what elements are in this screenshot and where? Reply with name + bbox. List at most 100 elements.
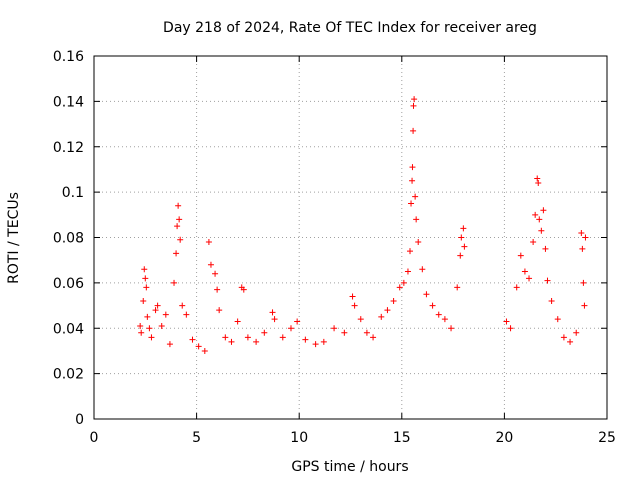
data-point xyxy=(195,343,202,350)
data-point xyxy=(396,284,403,291)
data-point xyxy=(152,307,159,314)
x-tick-label: 20 xyxy=(495,430,513,446)
data-point xyxy=(390,298,397,305)
data-point xyxy=(146,325,153,332)
y-tick-label: 0 xyxy=(75,412,84,428)
data-point xyxy=(154,302,161,309)
data-point xyxy=(582,234,589,241)
data-point xyxy=(412,193,419,200)
data-point xyxy=(234,318,241,325)
data-point xyxy=(578,229,585,236)
data-point xyxy=(166,341,173,348)
data-point xyxy=(137,322,144,329)
data-point xyxy=(534,175,541,182)
data-point xyxy=(294,318,301,325)
data-point xyxy=(287,325,294,332)
data-point xyxy=(384,307,391,314)
y-tick-label: 0.06 xyxy=(53,276,84,292)
data-point xyxy=(454,284,461,291)
data-point xyxy=(536,216,543,223)
data-point xyxy=(411,96,418,103)
data-point xyxy=(201,347,208,354)
data-point xyxy=(140,298,147,305)
data-point xyxy=(378,313,385,320)
data-point xyxy=(302,336,309,343)
data-point xyxy=(517,252,524,259)
data-point xyxy=(269,309,276,316)
data-point xyxy=(162,311,169,318)
data-point xyxy=(507,325,514,332)
data-point xyxy=(240,286,247,293)
data-point xyxy=(423,291,430,298)
data-point xyxy=(244,334,251,341)
data-point xyxy=(312,341,319,348)
data-point xyxy=(142,275,149,282)
data-point xyxy=(174,223,181,230)
data-point xyxy=(560,334,567,341)
data-point xyxy=(544,277,551,284)
y-tick-label: 0.1 xyxy=(62,185,84,201)
data-point xyxy=(532,211,539,218)
data-point xyxy=(410,102,417,109)
data-point xyxy=(413,216,420,223)
y-tick-label: 0.04 xyxy=(53,321,84,337)
data-point xyxy=(144,313,151,320)
data-point xyxy=(175,202,182,209)
data-point xyxy=(461,243,468,250)
data-point xyxy=(458,234,465,241)
data-point xyxy=(341,329,348,336)
data-point xyxy=(457,252,464,259)
data-point xyxy=(183,311,190,318)
data-point xyxy=(138,329,145,336)
data-point xyxy=(279,334,286,341)
y-tick-label: 0.02 xyxy=(53,367,84,383)
data-point xyxy=(173,250,180,257)
data-point xyxy=(441,316,448,323)
data-point xyxy=(542,245,549,252)
data-point xyxy=(253,338,260,345)
data-point xyxy=(205,239,212,246)
data-point xyxy=(141,266,148,273)
data-point xyxy=(419,266,426,273)
data-point xyxy=(513,284,520,291)
data-point xyxy=(540,207,547,214)
data-point xyxy=(530,239,537,246)
x-tick-label: 0 xyxy=(90,430,99,446)
data-point xyxy=(415,239,422,246)
data-point xyxy=(407,248,414,255)
data-point xyxy=(535,180,542,187)
data-point xyxy=(214,286,221,293)
data-point xyxy=(503,318,510,325)
data-point xyxy=(216,307,223,314)
data-point xyxy=(538,227,545,234)
data-point xyxy=(207,261,214,268)
data-point xyxy=(548,298,555,305)
data-point xyxy=(331,325,338,332)
data-point xyxy=(521,268,528,275)
data-point xyxy=(148,334,155,341)
x-tick-label: 5 xyxy=(192,430,201,446)
axis-tick-labels: 0 0.02 0.04 0.06 0.08 0.1 0.12 0.14 0.16 0 5 10 15 20… xyxy=(53,49,616,446)
data-point xyxy=(222,334,229,341)
data-point xyxy=(448,325,455,332)
data-point xyxy=(171,279,178,286)
data-point xyxy=(554,316,561,323)
grid xyxy=(94,56,607,419)
data-point xyxy=(189,336,196,343)
data-point xyxy=(579,245,586,252)
data-point xyxy=(567,338,574,345)
data-point xyxy=(179,302,186,309)
data-point xyxy=(176,216,183,223)
data-point xyxy=(349,293,356,300)
data-point xyxy=(143,284,150,291)
y-tick-label: 0.08 xyxy=(53,231,84,247)
y-tick-label: 0.16 xyxy=(53,49,84,65)
data-point xyxy=(573,329,580,336)
data-point xyxy=(460,225,467,232)
plot-frame xyxy=(93,55,608,420)
data-point xyxy=(408,200,415,207)
data-point xyxy=(410,127,417,134)
data-point xyxy=(404,268,411,275)
data-point xyxy=(409,164,416,171)
data-point xyxy=(228,338,235,345)
